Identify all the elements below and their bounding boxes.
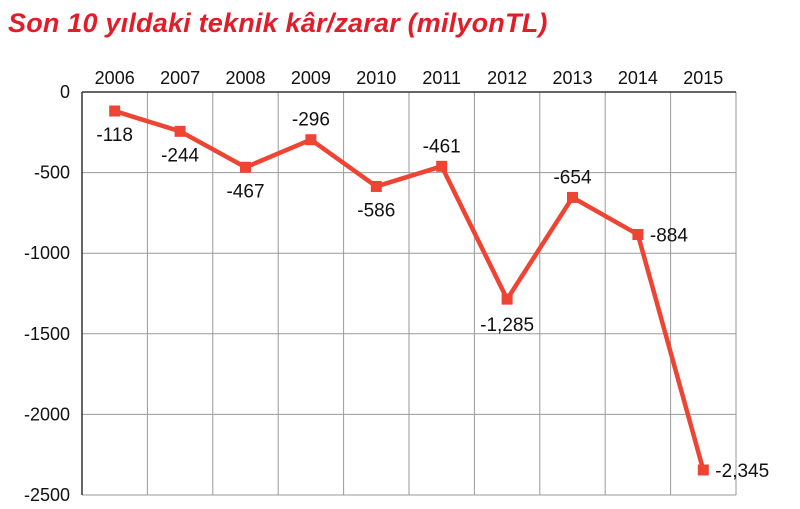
data-point xyxy=(697,464,709,476)
series-line xyxy=(114,108,706,471)
data-label: -1,285 xyxy=(480,315,534,336)
x-tick-label: 2015 xyxy=(683,68,723,88)
data-point xyxy=(370,180,382,192)
data-label: -296 xyxy=(292,110,330,131)
chart-title: Son 10 yıldaki teknik kâr/zarar (milyonT… xyxy=(8,8,548,38)
data-point xyxy=(632,229,644,241)
data-label: -884 xyxy=(650,226,688,247)
data-point xyxy=(174,125,186,137)
data-label: -118 xyxy=(96,125,133,146)
x-tick-label: 2011 xyxy=(422,68,461,88)
y-tick-label: -2000 xyxy=(24,404,70,424)
data-point xyxy=(501,293,513,305)
data-point xyxy=(436,160,448,172)
x-tick-label: 2006 xyxy=(95,68,135,88)
data-point xyxy=(109,105,121,117)
x-tick-label: 2013 xyxy=(552,68,592,88)
y-tick-label: -500 xyxy=(34,163,70,183)
x-tick-label: 2008 xyxy=(225,68,265,88)
data-point xyxy=(240,161,251,173)
data-label: -2,345 xyxy=(715,461,769,482)
x-tick-label: 2012 xyxy=(487,68,527,88)
series xyxy=(109,105,709,476)
data-point xyxy=(305,134,317,146)
data-label: -461 xyxy=(423,136,461,157)
data-label: -654 xyxy=(553,167,591,188)
axes: 0 -500 -1000 -1500 -2000 -2500 2006 2007 2008 200… xyxy=(24,68,736,505)
x-tick-label: 2007 xyxy=(160,68,200,88)
data-label: -467 xyxy=(226,181,264,202)
x-tick-label: 2009 xyxy=(291,68,331,88)
y-tick-label: 0 xyxy=(60,82,70,102)
data-label: -586 xyxy=(357,200,395,221)
y-tick-label: -2500 xyxy=(24,485,70,505)
data-labels: -118 -244 -467 -296 -586 -461 -1,285 -654 -884 -2… xyxy=(96,110,769,482)
x-tick-label: 2014 xyxy=(618,68,658,88)
y-tick-label: -1500 xyxy=(24,324,70,344)
data-point xyxy=(567,191,578,203)
data-label: -244 xyxy=(161,145,199,166)
grid xyxy=(81,91,737,496)
y-tick-label: -1000 xyxy=(24,243,70,263)
x-tick-label: 2010 xyxy=(356,68,396,88)
